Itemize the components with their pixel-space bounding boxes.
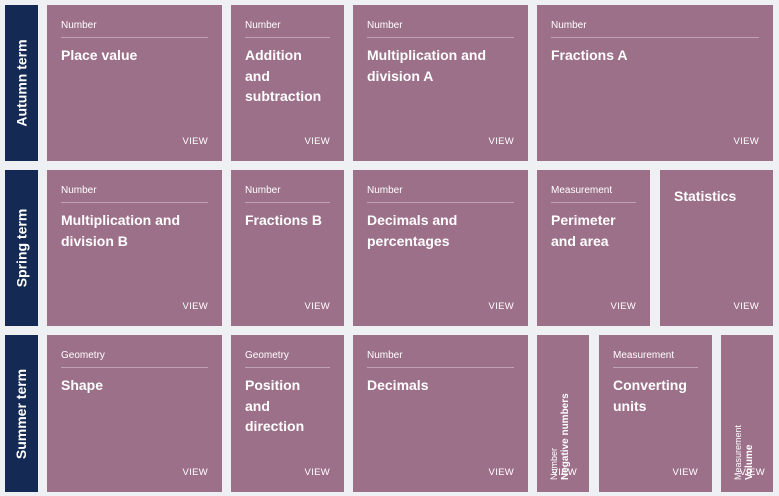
view-link[interactable]: VIEW: [182, 136, 208, 147]
term-label-autumn-text: Autumn term: [13, 39, 30, 127]
card-category: Number: [245, 20, 330, 38]
card-place-value[interactable]: Number Place value VIEW: [47, 5, 222, 161]
card-category: Measurement: [613, 350, 698, 368]
card-fractions-b[interactable]: Number Fractions B VIEW: [231, 170, 344, 326]
view-link[interactable]: VIEW: [182, 467, 208, 478]
term-label-spring-text: Spring term: [13, 208, 30, 288]
card-title: Place value: [61, 47, 138, 63]
card-decimals-percentages[interactable]: Number Decimals and percentages VIEW: [353, 170, 528, 326]
card-fractions-a[interactable]: Number Fractions A VIEW: [537, 5, 773, 161]
view-link[interactable]: VIEW: [304, 301, 330, 312]
card-title: Perimeter and area: [551, 212, 616, 249]
card-addition-subtraction[interactable]: Number Addition and subtraction VIEW: [231, 5, 344, 161]
view-link[interactable]: VIEW: [733, 301, 759, 312]
card-category: Geometry: [61, 350, 208, 368]
term-label-spring: Spring term: [5, 170, 38, 326]
card-category: Number: [245, 185, 330, 203]
card-category: Number: [551, 20, 759, 38]
view-link[interactable]: VIEW: [672, 467, 698, 478]
card-category: Number: [61, 20, 208, 38]
card-title: Shape: [61, 377, 104, 393]
card-perimeter-area[interactable]: Measurement Perimeter and area VIEW: [537, 170, 650, 326]
view-link[interactable]: VIEW: [304, 136, 330, 147]
card-statistics[interactable]: Statistics VIEW: [660, 170, 773, 326]
card-decimals[interactable]: Number Decimals VIEW: [353, 335, 528, 492]
view-link[interactable]: VIEW: [304, 467, 330, 478]
view-link[interactable]: VIEW: [733, 136, 759, 147]
card-negative-numbers[interactable]: Number Negative numbers VIEW: [537, 335, 589, 492]
term-label-summer: Summer term: [5, 335, 38, 492]
card-title: Position and direction: [245, 377, 305, 434]
card-title: Decimals: [367, 377, 429, 393]
card-title: Decimals and percentages: [367, 212, 458, 249]
card-volume[interactable]: Measurement Volume VIEW: [721, 335, 773, 492]
view-link[interactable]: VIEW: [739, 467, 765, 478]
card-multiplication-division-b[interactable]: Number Multiplication and division B VIE…: [47, 170, 222, 326]
card-title: Converting units: [613, 377, 687, 414]
card-title: Addition and subtraction: [245, 47, 322, 104]
view-link[interactable]: VIEW: [182, 301, 208, 312]
card-title: Fractions A: [551, 47, 628, 63]
card-category: Number: [367, 20, 514, 38]
view-link[interactable]: VIEW: [488, 301, 514, 312]
view-link[interactable]: VIEW: [551, 467, 577, 478]
card-category: Number: [61, 185, 208, 203]
card-shape[interactable]: Geometry Shape VIEW: [47, 335, 222, 492]
card-title: Multiplication and division B: [61, 212, 180, 249]
card-title: Statistics: [674, 188, 737, 204]
card-category: Geometry: [245, 350, 330, 368]
view-link[interactable]: VIEW: [488, 467, 514, 478]
card-category: Number: [367, 350, 514, 368]
card-category: Number: [367, 185, 514, 203]
card-multiplication-division-a[interactable]: Number Multiplication and division A VIE…: [353, 5, 528, 161]
term-label-autumn: Autumn term: [5, 5, 38, 161]
view-link[interactable]: VIEW: [488, 136, 514, 147]
card-converting-units[interactable]: Measurement Converting units VIEW: [599, 335, 712, 492]
card-position-direction[interactable]: Geometry Position and direction VIEW: [231, 335, 344, 492]
card-title: Multiplication and division A: [367, 47, 486, 84]
card-title: Fractions B: [245, 212, 323, 228]
view-link[interactable]: VIEW: [610, 301, 636, 312]
card-category: Measurement: [551, 185, 636, 203]
term-label-summer-text: Summer term: [13, 368, 30, 459]
